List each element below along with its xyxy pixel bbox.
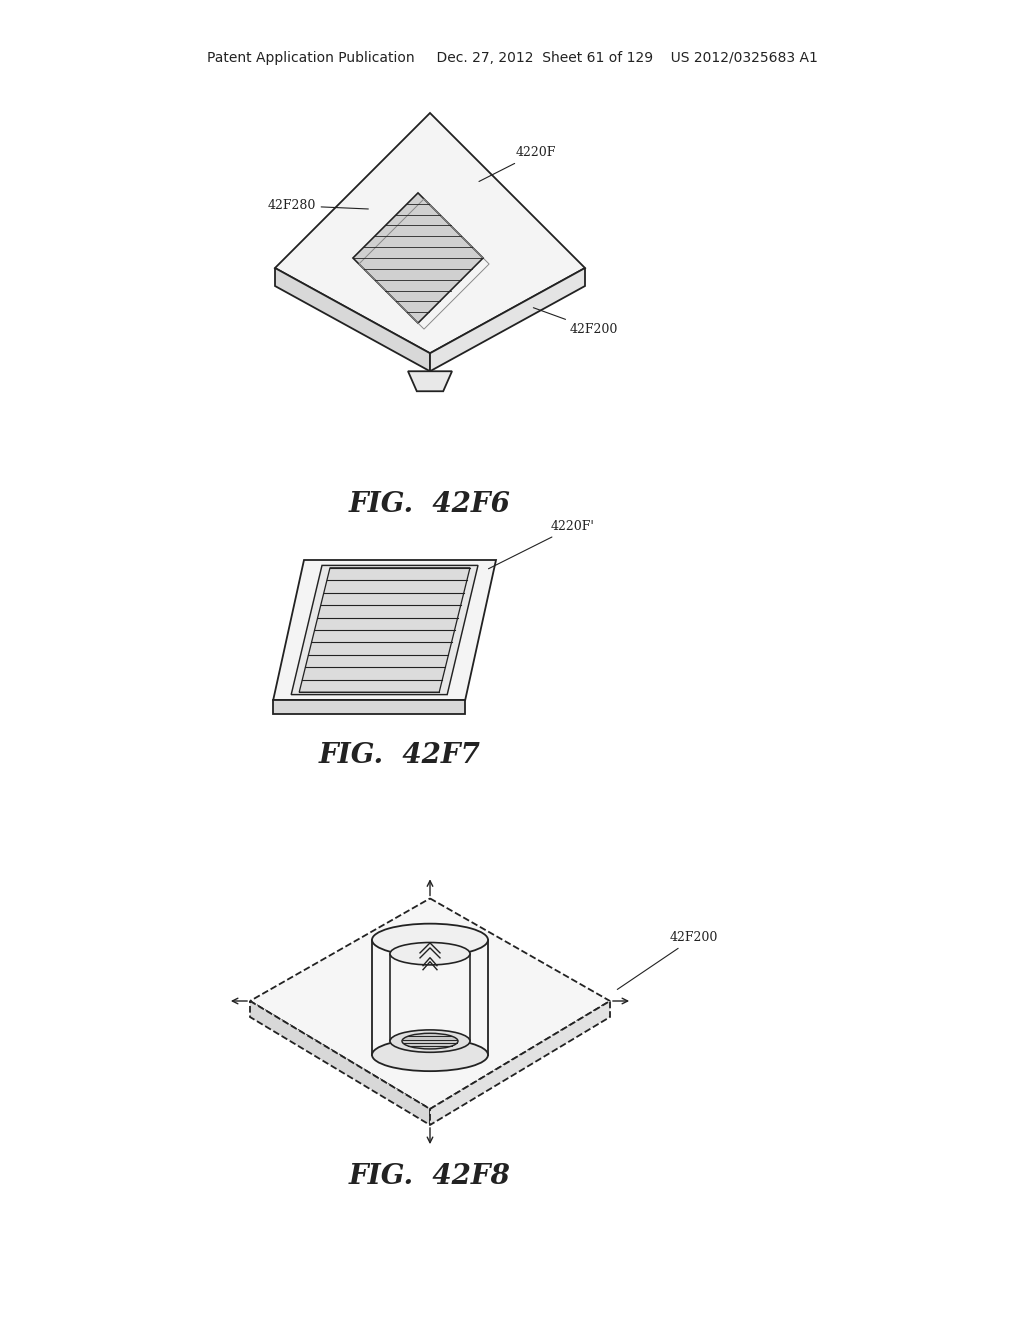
Text: 4220F: 4220F [479, 147, 556, 181]
Polygon shape [275, 268, 430, 371]
Text: FIG.  42F7: FIG. 42F7 [319, 742, 481, 770]
Text: 42F200: 42F200 [534, 308, 617, 337]
Ellipse shape [390, 1030, 470, 1052]
Polygon shape [299, 568, 470, 692]
Polygon shape [430, 1001, 610, 1125]
Text: FIG.  42F6: FIG. 42F6 [349, 491, 511, 517]
Ellipse shape [402, 1034, 458, 1049]
Text: Patent Application Publication     Dec. 27, 2012  Sheet 61 of 129    US 2012/032: Patent Application Publication Dec. 27, … [207, 51, 817, 65]
Text: 42F200: 42F200 [617, 931, 719, 990]
Polygon shape [353, 193, 483, 323]
Ellipse shape [372, 924, 488, 956]
Polygon shape [273, 560, 496, 700]
Polygon shape [275, 114, 585, 354]
Polygon shape [250, 1001, 430, 1125]
Polygon shape [273, 700, 465, 714]
Polygon shape [291, 565, 478, 694]
Ellipse shape [372, 1039, 488, 1071]
Polygon shape [250, 899, 610, 1109]
Ellipse shape [390, 942, 470, 965]
Text: 42F280: 42F280 [267, 199, 369, 213]
Polygon shape [408, 371, 452, 391]
Polygon shape [430, 268, 585, 371]
Text: FIG.  42F8: FIG. 42F8 [349, 1163, 511, 1191]
Text: 4220F': 4220F' [488, 520, 595, 569]
